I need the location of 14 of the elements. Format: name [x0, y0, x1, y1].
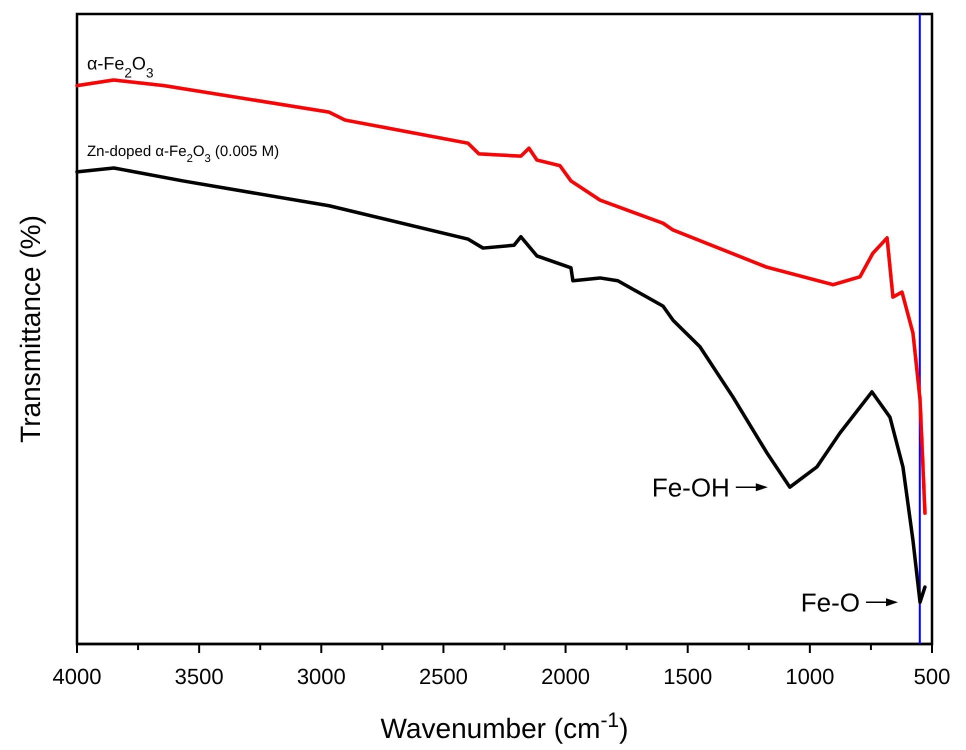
y-axis-title: Transmittance (%)	[15, 215, 46, 443]
x-tick-label: 4000	[52, 664, 102, 689]
x-tick-label: 2500	[418, 664, 468, 689]
annotation: Fe-O	[800, 587, 860, 618]
annotation: Fe-OH	[652, 472, 730, 502]
x-tick-label: 500	[914, 664, 950, 689]
x-tick-label: 1500	[663, 664, 712, 689]
x-axis-title: Wavenumber (cm$^{-1}$)	[380, 708, 628, 744]
series-label: α-Fe$_{2}$O$_{3}$	[87, 54, 154, 80]
x-tick-label: 2000	[541, 664, 590, 689]
series-label: Zn-doped α-Fe$_{2}$O$_{3}$ (0.005 M)	[87, 142, 280, 165]
x-tick-label: 1000	[785, 664, 834, 689]
x-tick-label: 3000	[296, 664, 346, 689]
x-tick-label: 3500	[174, 664, 224, 689]
